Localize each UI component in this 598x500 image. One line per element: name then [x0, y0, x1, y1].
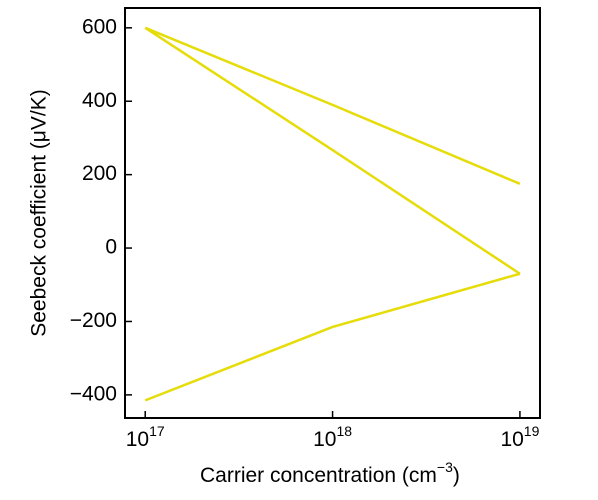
series-line [144, 26, 521, 275]
x-tick-exponent: 18 [336, 423, 352, 439]
y-tick-label: −200 [70, 309, 117, 332]
series-line [144, 272, 521, 402]
y-axis-label: Seebeck coefficient (μV/K) [28, 89, 51, 337]
x-tick-base: 10 [313, 428, 336, 451]
series-line [144, 26, 521, 185]
y-tick-label: 0 [105, 236, 117, 259]
x-tick-exponent: 19 [524, 423, 540, 439]
x-tick-base: 10 [126, 428, 149, 451]
x-axis-label-end: ) [453, 464, 460, 487]
y-tick-label: 600 [82, 15, 117, 38]
x-tick-base: 10 [500, 428, 523, 451]
x-tick-label: 1018 [313, 423, 352, 451]
x-tick-label: 1017 [126, 423, 165, 451]
x-tick-label: 1019 [500, 423, 539, 451]
y-tick-label: 200 [82, 162, 117, 185]
x-axis-label-text: Carrier concentration (cm [200, 464, 437, 487]
y-tick-label: 400 [82, 89, 117, 112]
y-tick-label: −400 [70, 382, 117, 405]
plot-frame [124, 7, 541, 419]
x-axis-label-sup: −3 [437, 459, 453, 475]
x-axis-label: Carrier concentration (cm−3) [200, 459, 460, 487]
x-tick-exponent: 17 [149, 423, 165, 439]
